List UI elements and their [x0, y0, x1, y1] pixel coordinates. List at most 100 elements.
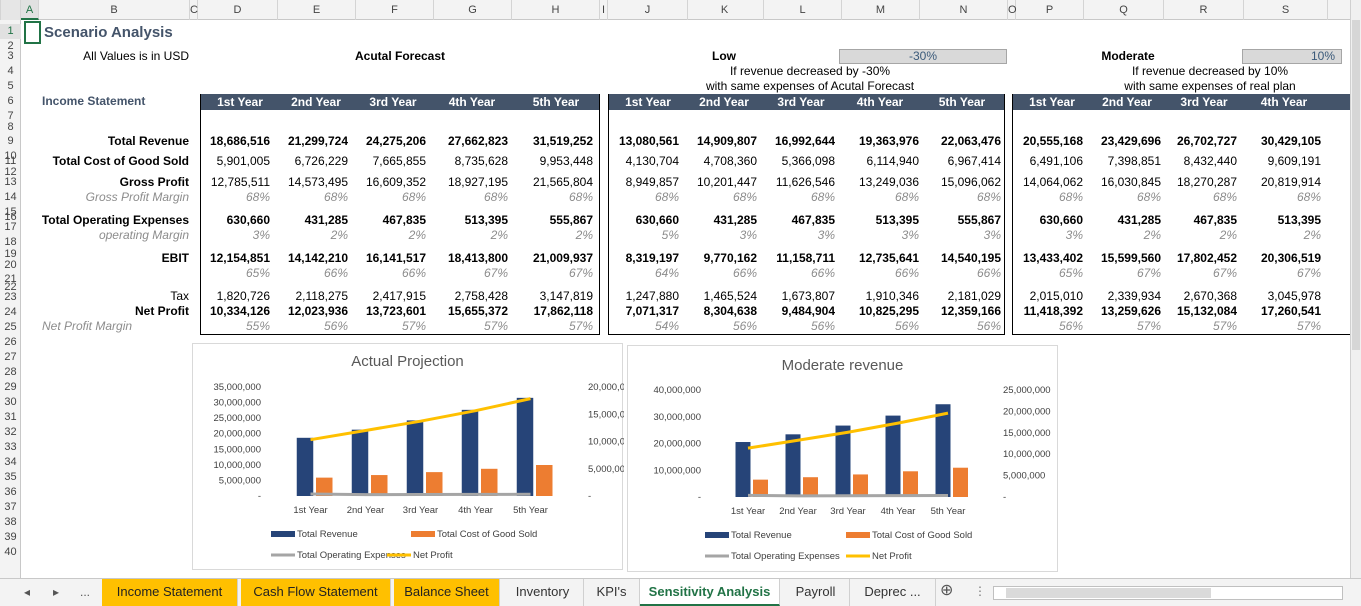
table-cell[interactable]: 14,909,807	[696, 134, 757, 148]
table-cell[interactable]: 21,299,724	[287, 134, 348, 148]
table-cell[interactable]: 3%	[252, 228, 270, 242]
table-cell[interactable]: 15,132,084	[1176, 304, 1237, 318]
table-cell[interactable]: 66%	[732, 266, 757, 280]
table-cell[interactable]: 8,735,628	[454, 154, 508, 168]
table-cell[interactable]: 513,395	[464, 213, 508, 227]
row-header[interactable]: 37	[4, 501, 17, 513]
row-header[interactable]: 21	[4, 273, 17, 285]
table-cell[interactable]: 66%	[401, 266, 426, 280]
low-pct-input[interactable]: -30%	[839, 49, 1007, 64]
row-header[interactable]: 22	[4, 281, 17, 293]
row-header[interactable]: 39	[4, 531, 17, 543]
table-cell[interactable]: 513,395	[875, 213, 919, 227]
table-cell[interactable]: 68%	[245, 190, 270, 204]
row-header[interactable]: 40	[4, 546, 17, 558]
table-cell[interactable]: 3%	[817, 228, 835, 242]
bar-cogs[interactable]	[803, 477, 818, 497]
table-cell[interactable]: 68%	[1212, 190, 1237, 204]
bar-revenue[interactable]	[351, 429, 369, 496]
row-header[interactable]: 5	[7, 80, 14, 92]
table-cell[interactable]: 10,825,295	[858, 304, 919, 318]
table-cell[interactable]: 16,141,517	[365, 251, 426, 265]
bar-cogs[interactable]	[316, 477, 333, 496]
table-cell[interactable]: 24,275,206	[365, 134, 426, 148]
table-cell[interactable]: 68%	[732, 190, 757, 204]
bar-cogs[interactable]	[536, 465, 553, 496]
table-cell[interactable]: 9,770,162	[703, 251, 757, 265]
sheet-tab[interactable]: KPI's	[584, 579, 640, 606]
table-cell[interactable]: 12,359,166	[940, 304, 1001, 318]
table-cell[interactable]: 56%	[732, 319, 757, 333]
table-cell[interactable]: 66%	[894, 266, 919, 280]
sheet-tab[interactable]: Income Statement	[102, 579, 238, 606]
table-cell[interactable]: 31,519,252	[532, 134, 593, 148]
sheet-tab[interactable]: Cash Flow Statement	[241, 579, 391, 606]
table-cell[interactable]: 14,064,062	[1022, 175, 1083, 189]
table-cell[interactable]: 3%	[739, 228, 757, 242]
table-cell[interactable]: 2,015,010	[1029, 289, 1083, 303]
bar-revenue[interactable]	[296, 437, 314, 496]
table-cell[interactable]: 57%	[1296, 319, 1321, 333]
table-cell[interactable]: 18,686,516	[209, 134, 270, 148]
row-header[interactable]: 14	[4, 191, 17, 203]
table-cell[interactable]: 64%	[654, 266, 679, 280]
table-cell[interactable]: 26,702,727	[1176, 134, 1237, 148]
table-cell[interactable]: 7,398,851	[1107, 154, 1161, 168]
table-cell[interactable]: 467,835	[791, 213, 835, 227]
table-cell[interactable]: 15,599,560	[1100, 251, 1161, 265]
table-cell[interactable]: 9,484,904	[781, 304, 835, 318]
bar-cogs[interactable]	[481, 468, 498, 496]
column-header[interactable]: E	[278, 0, 356, 20]
bar-cogs[interactable]	[953, 467, 968, 497]
table-cell[interactable]: 57%	[1136, 319, 1161, 333]
bar-cogs[interactable]	[426, 472, 443, 496]
table-cell[interactable]: 10,201,447	[696, 175, 757, 189]
table-cell[interactable]: 6,491,106	[1029, 154, 1083, 168]
row-header[interactable]: 18	[4, 236, 17, 248]
table-cell[interactable]: 17,802,452	[1176, 251, 1237, 265]
row-header[interactable]: 24	[4, 306, 17, 318]
tab-prev-icon[interactable]: ◂	[24, 585, 31, 599]
line-net-profit[interactable]	[747, 411, 949, 450]
table-cell[interactable]: 20,306,519	[1260, 251, 1321, 265]
column-header[interactable]: H	[512, 0, 600, 20]
table-cell[interactable]: 3,147,819	[539, 289, 593, 303]
sheet-tab[interactable]: Sensitivity Analysis	[640, 579, 780, 606]
table-cell[interactable]: 13,249,036	[858, 175, 919, 189]
row-header[interactable]: 23	[4, 291, 17, 303]
tab-next-icon[interactable]: ▸	[53, 585, 60, 599]
row-header[interactable]: 34	[4, 456, 17, 468]
bar-cogs[interactable]	[371, 475, 388, 496]
active-cell-cursor[interactable]	[24, 21, 41, 44]
table-cell[interactable]: 11,418,392	[1023, 304, 1083, 318]
row-header[interactable]: 25	[4, 321, 17, 333]
column-header[interactable]: L	[764, 0, 842, 20]
row-header[interactable]: 2	[7, 40, 14, 52]
table-cell[interactable]: 2,758,428	[454, 289, 508, 303]
line-net-profit[interactable]	[310, 397, 531, 442]
table-cell[interactable]: 6,114,940	[866, 154, 920, 168]
table-cell[interactable]: 12,023,936	[287, 304, 348, 318]
table-cell[interactable]: 21,009,937	[532, 251, 593, 265]
table-cell[interactable]: 16,609,352	[365, 175, 426, 189]
column-header[interactable]: R	[1164, 0, 1244, 20]
table-cell[interactable]: 68%	[810, 190, 835, 204]
table-cell[interactable]: 14,142,210	[287, 251, 348, 265]
row-header[interactable]: 36	[4, 486, 17, 498]
table-cell[interactable]: 4,708,360	[703, 154, 757, 168]
row-header[interactable]: 3	[7, 50, 14, 62]
table-cell[interactable]: 2,670,368	[1183, 289, 1237, 303]
table-cell[interactable]: 1,465,524	[703, 289, 757, 303]
table-cell[interactable]: 8,304,638	[703, 304, 757, 318]
table-cell[interactable]: 9,953,448	[539, 154, 593, 168]
moderate-revenue-chart[interactable]: Moderate revenue 40,000,000 30,000,000 20,…	[627, 345, 1058, 572]
table-cell[interactable]: 17,260,541	[1260, 304, 1321, 318]
bar-revenue[interactable]	[785, 434, 801, 497]
table-cell[interactable]: 555,867	[957, 213, 1001, 227]
sheet-tab[interactable]: Inventory	[502, 579, 584, 606]
row-header[interactable]: 28	[4, 366, 17, 378]
bar-revenue[interactable]	[461, 409, 479, 496]
row-header[interactable]: 15	[4, 206, 17, 218]
bar-cogs[interactable]	[853, 474, 868, 497]
table-cell[interactable]: 56%	[976, 319, 1001, 333]
